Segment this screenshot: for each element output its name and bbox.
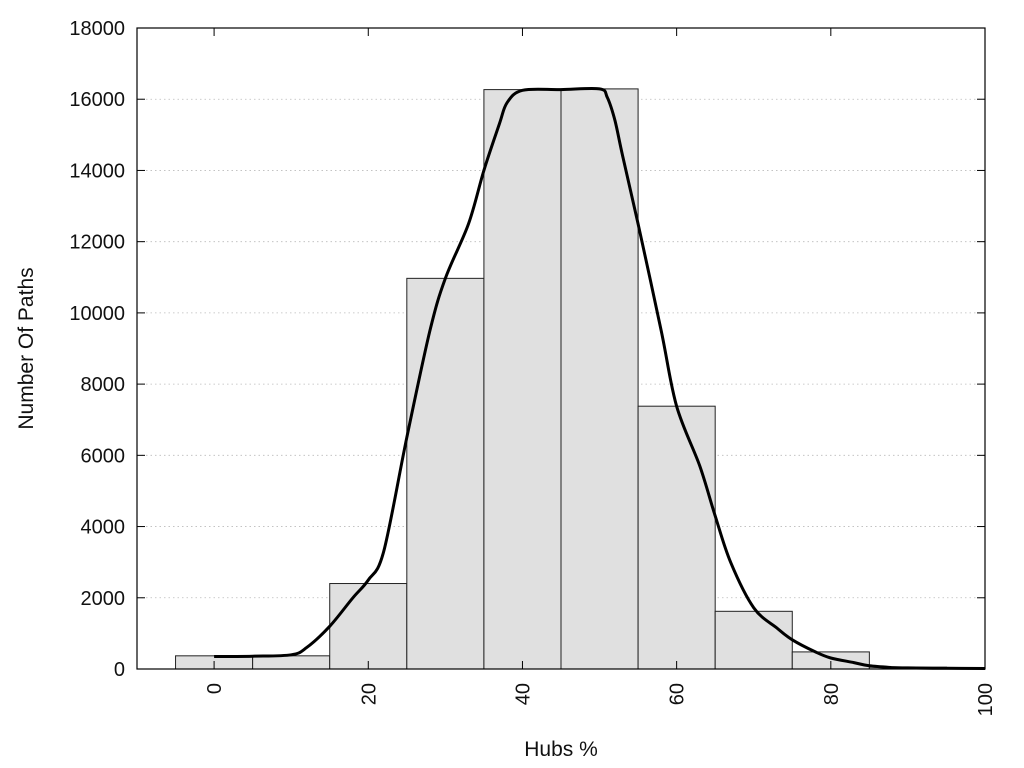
histogram-bar — [714, 610, 793, 670]
histogram-bar — [252, 655, 331, 670]
histogram-bar — [329, 583, 408, 670]
x-tick-label: 100 — [975, 683, 997, 716]
x-tick-label: 40 — [512, 683, 534, 705]
x-axis-ticks: 0 20 40 60 80 100 — [204, 28, 997, 716]
density-curve — [214, 86, 986, 670]
x-tick-label: 20 — [358, 683, 380, 705]
x-tick-label: 80 — [821, 683, 843, 705]
y-tick-label: 18000 — [69, 18, 125, 40]
y-tick-label: 0 — [114, 659, 125, 681]
y-tick-label: 12000 — [69, 232, 125, 254]
y-tick-label: 4000 — [81, 517, 126, 539]
y-tick-label: 16000 — [69, 89, 125, 111]
x-tick-label: 0 — [204, 683, 226, 694]
plot-area-frame — [136, 27, 986, 670]
curve-line — [214, 86, 986, 670]
histogram-bar — [406, 277, 485, 670]
histogram-bar — [483, 89, 562, 670]
x-tick-label: 60 — [667, 683, 689, 705]
histogram-bars — [175, 88, 947, 670]
histogram-bar — [637, 405, 716, 670]
y-tick-label: 14000 — [69, 160, 125, 182]
y-tick-label: 8000 — [81, 374, 126, 396]
x-axis-label: Hubs % — [524, 738, 598, 761]
y-tick-label: 6000 — [81, 445, 126, 467]
y-axis-ticks: 0 2000 4000 6000 8000 10000 12000 14000 16000 180… — [69, 18, 985, 681]
y-tick-label: 2000 — [81, 588, 126, 610]
y-axis-label: Number Of Paths — [15, 267, 38, 429]
y-tick-label: 10000 — [69, 303, 125, 325]
